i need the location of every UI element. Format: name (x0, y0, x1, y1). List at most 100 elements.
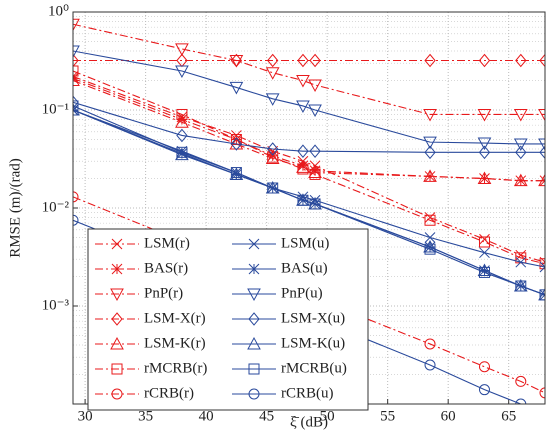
marker (515, 375, 527, 387)
marker (110, 336, 124, 350)
legend-label: LSM(u) (281, 235, 329, 251)
marker (424, 243, 436, 255)
marker (111, 312, 123, 326)
marker (478, 53, 491, 68)
legend-label: rMCRB(u) (281, 360, 347, 376)
series-line (73, 75, 545, 263)
series-line (73, 23, 545, 116)
y-tick-label: 10⁻¹ (42, 101, 69, 117)
x-axis-label: ξ̄ (dB) (290, 414, 328, 430)
series-line (73, 101, 545, 153)
x-tick-label: 50 (320, 408, 335, 424)
marker (424, 359, 436, 371)
marker (538, 108, 545, 122)
marker (296, 100, 310, 113)
marker (73, 191, 79, 203)
marker (175, 43, 189, 56)
marker (73, 45, 80, 59)
marker (477, 108, 492, 122)
marker (267, 142, 279, 156)
marker (230, 53, 243, 68)
marker (267, 182, 279, 194)
x-tick-label: 55 (380, 408, 395, 424)
marker (265, 93, 280, 106)
marker (477, 171, 492, 184)
marker (539, 261, 545, 273)
marker (478, 236, 490, 248)
marker (111, 388, 123, 400)
marker (513, 138, 528, 152)
marker (539, 145, 545, 160)
marker (248, 363, 260, 375)
marker (515, 53, 527, 68)
marker (110, 288, 124, 302)
marker (423, 136, 437, 150)
marker (297, 53, 309, 68)
series-line (73, 70, 545, 265)
marker (176, 108, 188, 120)
marker (111, 363, 123, 375)
marker (308, 165, 322, 179)
marker (513, 108, 528, 122)
marker (296, 74, 310, 88)
marker (309, 165, 321, 177)
marker (477, 137, 492, 151)
x-tick-label: 65 (501, 408, 516, 424)
marker (73, 214, 79, 226)
marker (176, 148, 188, 159)
marker (309, 168, 321, 180)
marker (73, 65, 79, 77)
marker (175, 115, 189, 128)
marker (477, 263, 492, 277)
series-line (73, 105, 545, 296)
marker (267, 53, 279, 68)
series-line (73, 77, 545, 182)
marker (539, 258, 545, 270)
legend-label: LSM-K(r) (144, 335, 206, 351)
marker (423, 108, 437, 122)
y-tick-label: 10⁻³ (42, 297, 70, 313)
marker (515, 256, 527, 268)
marker (73, 102, 80, 116)
marker (248, 312, 260, 326)
marker (297, 144, 309, 158)
x-tick-label: 35 (138, 408, 153, 424)
marker (478, 145, 491, 160)
y-tick-label: 10⁰ (48, 3, 69, 19)
legend-label: BAS(u) (281, 260, 328, 276)
legend-label: BAS(r) (144, 260, 188, 276)
marker (175, 147, 189, 161)
marker (309, 144, 321, 158)
marker (297, 160, 309, 172)
marker (248, 238, 260, 250)
marker (479, 233, 490, 245)
marker (478, 361, 490, 373)
series-line (73, 79, 545, 182)
marker (73, 53, 79, 68)
marker (308, 104, 322, 118)
marker (247, 288, 261, 302)
x-tick-label: 30 (78, 408, 93, 424)
marker (297, 194, 309, 206)
x-tick-label: 40 (199, 408, 214, 424)
legend-label: PnP(u) (281, 285, 323, 301)
marker (515, 145, 527, 160)
marker (73, 73, 80, 86)
marker (229, 81, 244, 95)
marker (478, 384, 490, 396)
marker (424, 212, 436, 223)
marker (73, 100, 79, 112)
x-tick-label: 60 (441, 408, 456, 424)
marker (111, 238, 123, 250)
y-axis-label: RMSE (m)/(rad) (7, 158, 23, 258)
legend-label: rMCRB(r) (144, 360, 207, 376)
marker (248, 263, 260, 275)
marker (296, 160, 310, 173)
marker (540, 408, 550, 418)
marker (539, 387, 545, 399)
legend-label: LSM-X(u) (281, 310, 345, 326)
marker (73, 18, 80, 32)
marker (479, 247, 490, 259)
marker (267, 151, 279, 163)
marker (424, 232, 436, 243)
